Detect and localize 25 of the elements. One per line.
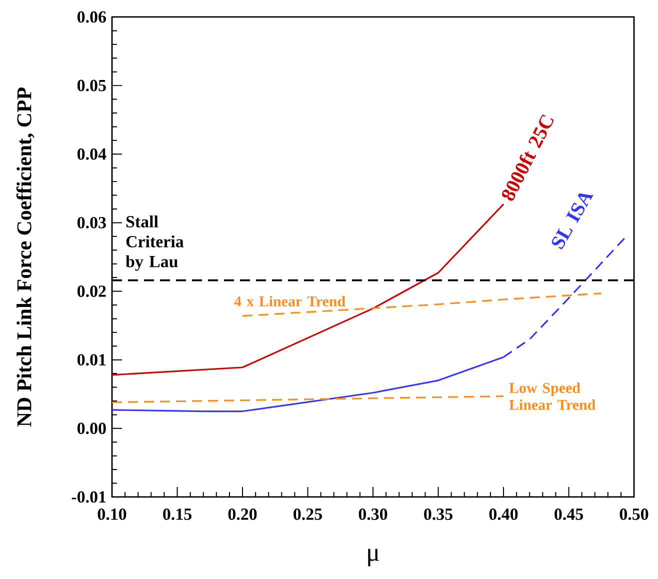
x-tick-label: 0.35: [424, 508, 452, 520]
y-tick-label: 0.00: [77, 422, 106, 434]
y-tick-label: 0.05: [77, 80, 106, 92]
text: SL ISA: [552, 193, 594, 250]
x-tick-label: 0.20: [228, 508, 257, 520]
series-label: 4 x Linear Trend: [234, 296, 346, 306]
x-tick-label: 0.50: [620, 508, 648, 520]
y-tick-label: 0.01: [77, 354, 106, 366]
y-tick-label: -0.01: [72, 491, 106, 503]
series-label: Low Speed Linear Trend: [509, 382, 596, 410]
line-series: [242, 292, 602, 317]
ref-line-label: Stall Criteria by Lau: [126, 216, 184, 271]
x-tick-label: 0.30: [358, 508, 388, 520]
y-tick-label: 0.04: [77, 148, 106, 160]
x-tick-label: 0.10: [98, 508, 126, 520]
y-tick-label: 0.06: [77, 11, 106, 23]
x-tick-label: 0.15: [163, 508, 192, 520]
x-axis-title: μ: [368, 548, 379, 566]
x-tick-label: 0.25: [294, 508, 322, 520]
y-tick-label: 0.02: [77, 286, 106, 298]
y-axis-title: ND Pitch Link Force Coefficient, CPP: [16, 88, 34, 427]
x-tick-label: 0.45: [554, 508, 583, 520]
x-tick-label: 0.40: [489, 508, 518, 520]
line-series: [111, 203, 504, 376]
y-tick-label: 0.03: [77, 216, 106, 228]
